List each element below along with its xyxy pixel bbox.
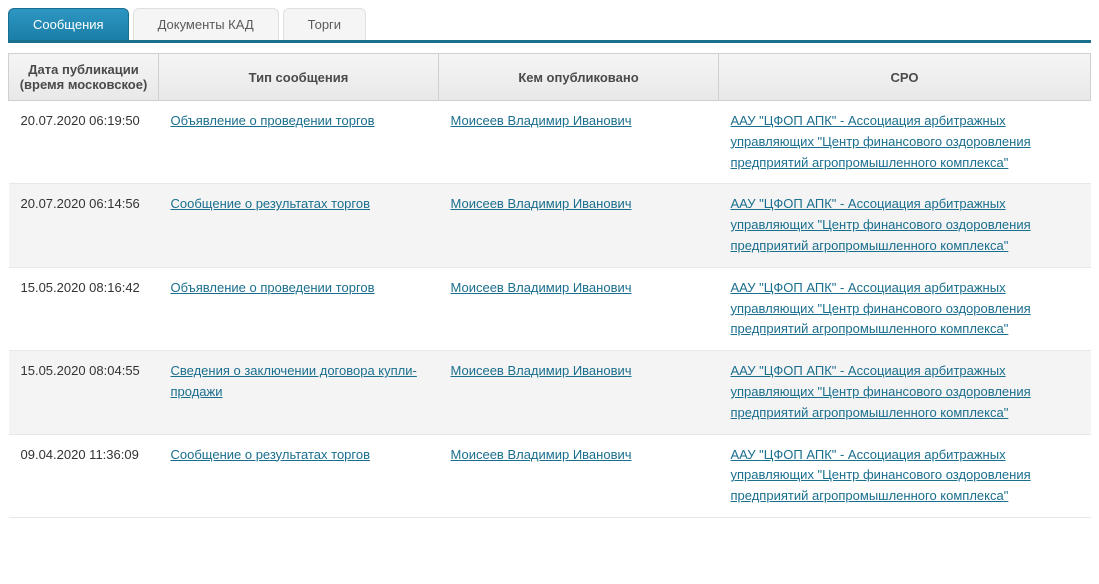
message-type-link[interactable]: Объявление о проведении торгов xyxy=(171,280,375,295)
tab-messages[interactable]: Сообщения xyxy=(8,8,129,40)
cell-publisher: Моисеев Владимир Иванович xyxy=(439,184,719,267)
cell-date: 15.05.2020 08:04:55 xyxy=(9,351,159,434)
table-row: 15.05.2020 08:04:55 Сведения о заключени… xyxy=(9,351,1091,434)
cell-type: Объявление о проведении торгов xyxy=(159,267,439,350)
col-header-publisher: Кем опубликовано xyxy=(439,54,719,101)
sro-link[interactable]: ААУ "ЦФОП АПК" - Ассоциация арбитражных … xyxy=(731,363,1031,420)
col-header-date: Дата публикации (время московское) xyxy=(9,54,159,101)
cell-date: 09.04.2020 11:36:09 xyxy=(9,434,159,517)
cell-date: 15.05.2020 08:16:42 xyxy=(9,267,159,350)
table-header-row: Дата публикации (время московское) Тип с… xyxy=(9,54,1091,101)
cell-date: 20.07.2020 06:19:50 xyxy=(9,101,159,184)
table-row: 09.04.2020 11:36:09 Сообщение о результа… xyxy=(9,434,1091,517)
cell-type: Сообщение о результатах торгов xyxy=(159,434,439,517)
cell-type: Объявление о проведении торгов xyxy=(159,101,439,184)
cell-type: Сведения о заключении договора купли-про… xyxy=(159,351,439,434)
cell-date: 20.07.2020 06:14:56 xyxy=(9,184,159,267)
message-type-link[interactable]: Сведения о заключении договора купли-про… xyxy=(171,363,417,399)
cell-sro: ААУ "ЦФОП АПК" - Ассоциация арбитражных … xyxy=(719,267,1091,350)
table-row: 20.07.2020 06:14:56 Сообщение о результа… xyxy=(9,184,1091,267)
publisher-link[interactable]: Моисеев Владимир Иванович xyxy=(451,447,632,462)
publisher-link[interactable]: Моисеев Владимир Иванович xyxy=(451,363,632,378)
sro-link[interactable]: ААУ "ЦФОП АПК" - Ассоциация арбитражных … xyxy=(731,280,1031,337)
cell-type: Сообщение о результатах торгов xyxy=(159,184,439,267)
publisher-link[interactable]: Моисеев Владимир Иванович xyxy=(451,113,632,128)
cell-publisher: Моисеев Владимир Иванович xyxy=(439,101,719,184)
cell-sro: ААУ "ЦФОП АПК" - Ассоциация арбитражных … xyxy=(719,101,1091,184)
cell-publisher: Моисеев Владимир Иванович xyxy=(439,434,719,517)
tab-auctions[interactable]: Торги xyxy=(283,8,366,40)
cell-sro: ААУ "ЦФОП АПК" - Ассоциация арбитражных … xyxy=(719,184,1091,267)
message-type-link[interactable]: Сообщение о результатах торгов xyxy=(171,196,371,211)
message-type-link[interactable]: Объявление о проведении торгов xyxy=(171,113,375,128)
message-type-link[interactable]: Сообщение о результатах торгов xyxy=(171,447,371,462)
messages-table: Дата публикации (время московское) Тип с… xyxy=(8,53,1091,518)
table-row: 15.05.2020 08:16:42 Объявление о проведе… xyxy=(9,267,1091,350)
cell-publisher: Моисеев Владимир Иванович xyxy=(439,267,719,350)
col-header-sro: СРО xyxy=(719,54,1091,101)
sro-link[interactable]: ААУ "ЦФОП АПК" - Ассоциация арбитражных … xyxy=(731,113,1031,170)
table-row: 20.07.2020 06:19:50 Объявление о проведе… xyxy=(9,101,1091,184)
table-body: 20.07.2020 06:19:50 Объявление о проведе… xyxy=(9,101,1091,518)
cell-sro: ААУ "ЦФОП АПК" - Ассоциация арбитражных … xyxy=(719,351,1091,434)
tab-documents-kad[interactable]: Документы КАД xyxy=(133,8,279,40)
publisher-link[interactable]: Моисеев Владимир Иванович xyxy=(451,280,632,295)
tab-bar: Сообщения Документы КАД Торги xyxy=(8,8,1091,43)
sro-link[interactable]: ААУ "ЦФОП АПК" - Ассоциация арбитражных … xyxy=(731,447,1031,504)
sro-link[interactable]: ААУ "ЦФОП АПК" - Ассоциация арбитражных … xyxy=(731,196,1031,253)
col-header-type: Тип сообщения xyxy=(159,54,439,101)
cell-publisher: Моисеев Владимир Иванович xyxy=(439,351,719,434)
publisher-link[interactable]: Моисеев Владимир Иванович xyxy=(451,196,632,211)
cell-sro: ААУ "ЦФОП АПК" - Ассоциация арбитражных … xyxy=(719,434,1091,517)
